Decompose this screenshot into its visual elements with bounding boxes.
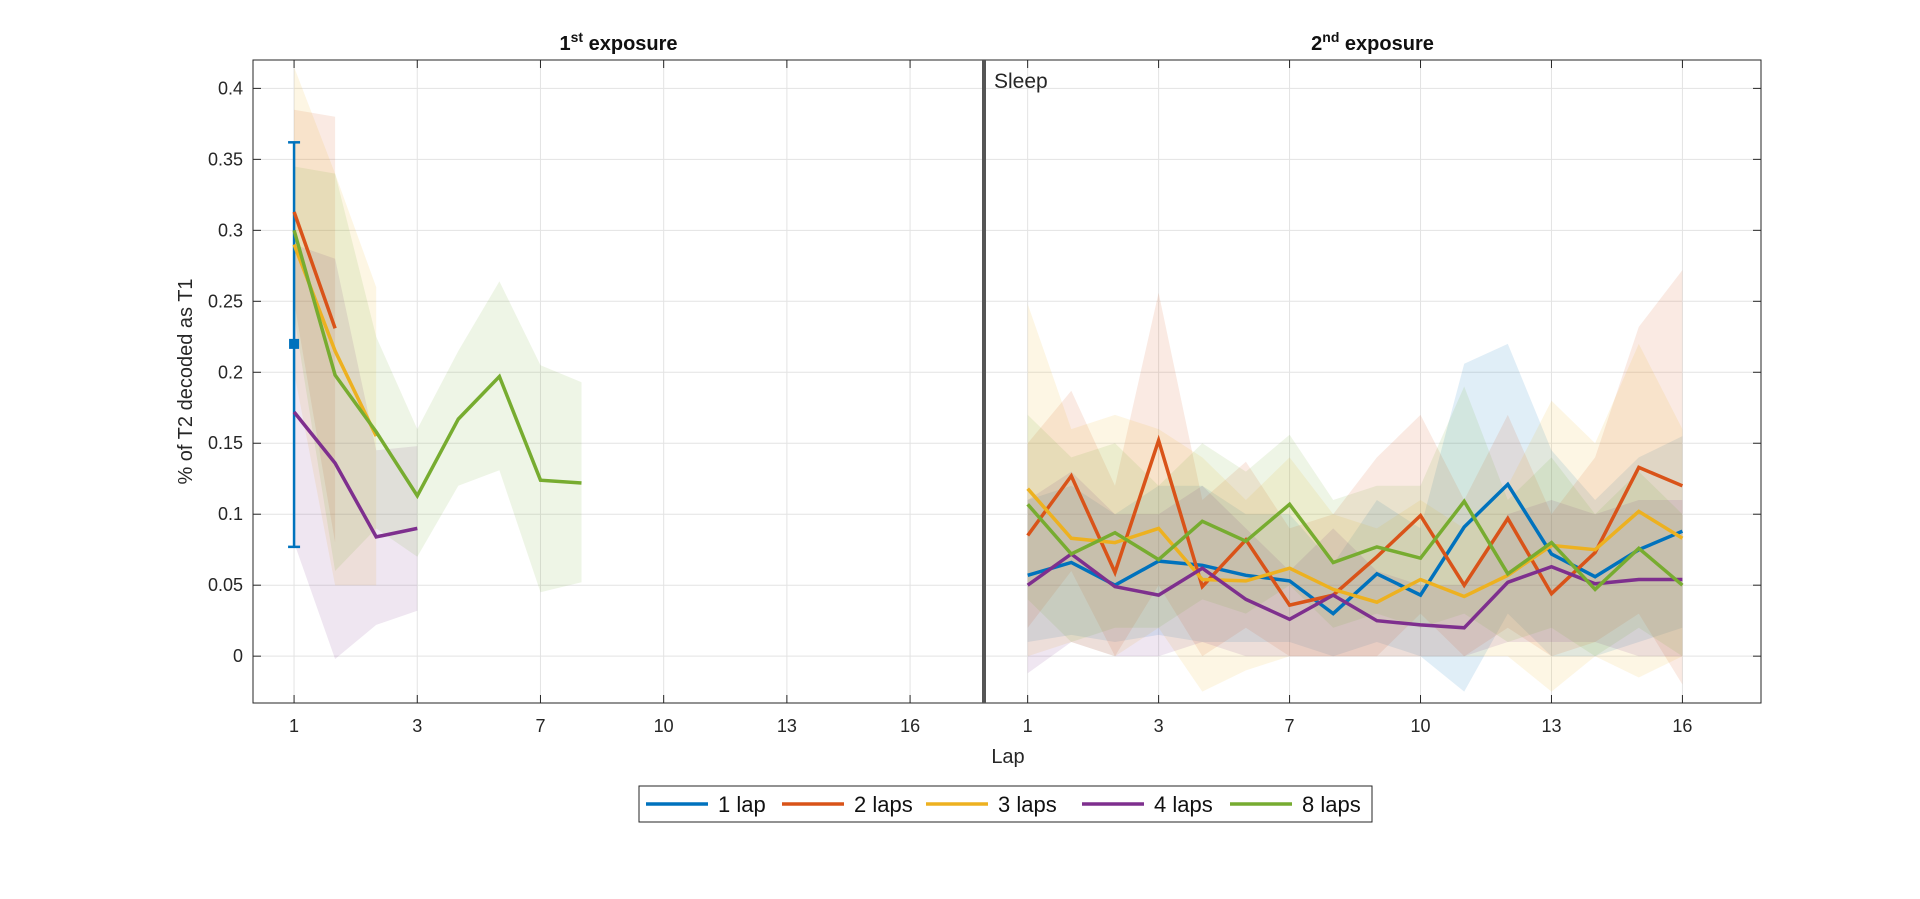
y-tick-label: 0 <box>233 646 243 666</box>
x-tick-label: 10 <box>654 716 674 736</box>
x-axis-label: Lap <box>991 746 1024 768</box>
band-2-laps <box>1027 270 1683 685</box>
line-3-laps <box>1026 487 1684 605</box>
legend-label-2-laps: 2 laps <box>854 792 913 817</box>
y-tick-label: 0.15 <box>208 433 243 453</box>
plot-frame <box>252 59 1762 704</box>
x-tick-label: 7 <box>535 716 545 736</box>
x-tick-label: 13 <box>1541 716 1561 736</box>
band-1-lap <box>1027 343 1683 692</box>
y-axis-label: % of T2 decoded as T1 <box>175 278 197 484</box>
x-tick-label: 3 <box>1154 716 1164 736</box>
line-4-laps <box>1026 551 1683 630</box>
axes: 00.050.10.150.20.250.30.350.41 3 7 10 13 16 1 3… <box>208 59 1762 736</box>
y-tick-label: 0.4 <box>218 78 243 98</box>
line-8-laps <box>1026 498 1684 592</box>
legend-label-8-laps: 8 laps <box>1302 792 1361 817</box>
legend-box <box>638 785 1373 823</box>
x-tick-label: 10 <box>1411 716 1431 736</box>
legend: 1 lap 2 laps 3 laps 4 laps 8 laps <box>638 785 1373 823</box>
y-tick-label: 0.35 <box>208 149 243 169</box>
point-1-lap <box>289 338 300 349</box>
panel-title-second-exposure: 2nd exposure <box>1311 29 1434 55</box>
sleep-annotation: Sleep <box>994 70 1048 93</box>
band-3-laps <box>1027 304 1683 692</box>
x-tick-label: 3 <box>412 716 422 736</box>
line-2-laps <box>1026 434 1684 608</box>
x-tick-label: 1 <box>289 716 299 736</box>
band-2-laps <box>294 109 336 543</box>
series-lines <box>288 141 1684 630</box>
y-tick-label: 0.2 <box>218 362 243 382</box>
band-4-laps <box>294 244 418 659</box>
x-tick-label: 13 <box>777 716 797 736</box>
x-tick-label: 1 <box>1023 716 1033 736</box>
y-tick-label: 0.1 <box>218 504 243 524</box>
legend-label-1-lap: 1 lap <box>718 792 766 817</box>
x-tick-label: 16 <box>1672 716 1692 736</box>
y-tick-label: 0.05 <box>208 575 243 595</box>
y-tick-label: 0.25 <box>208 291 243 311</box>
x-tick-label: 16 <box>900 716 920 736</box>
legend-label-3-laps: 3 laps <box>998 792 1057 817</box>
line-4-laps <box>292 410 418 539</box>
line-2-laps <box>292 211 337 329</box>
band-8-laps <box>1027 386 1683 657</box>
panel-title-first-exposure: 1st exposure <box>559 29 677 55</box>
x-tick-label: 7 <box>1285 716 1295 736</box>
legend-label-4-laps: 4 laps <box>1154 792 1213 817</box>
band-4-laps <box>1027 471 1683 674</box>
y-tick-label: 0.3 <box>218 220 243 240</box>
confidence-bands <box>294 67 1683 692</box>
line-8-laps <box>292 229 582 500</box>
band-8-laps <box>294 166 582 593</box>
